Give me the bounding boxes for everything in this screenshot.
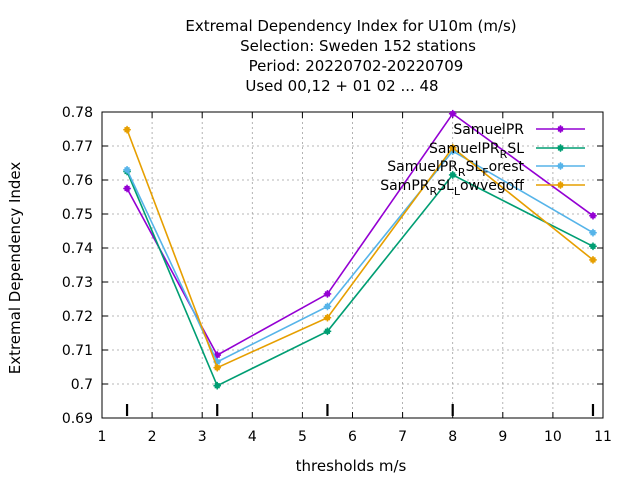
x-tick-label: 4	[248, 429, 257, 445]
series-SamPR_R_SL_owvegoff	[123, 125, 597, 372]
y-tick-label: 0.77	[62, 139, 93, 155]
x-tick-label: 8	[448, 429, 457, 445]
x-tick-label: 9	[498, 429, 507, 445]
legend-label: SamuelPRRSLForest	[387, 159, 524, 179]
y-axis-label: Extremal Dependency Index	[6, 162, 24, 375]
grid	[102, 112, 603, 418]
x-tick-label: 2	[148, 429, 157, 445]
x-tick-label: 7	[398, 429, 407, 445]
x-tick-label: 11	[594, 429, 612, 445]
legend-entry: SamuelPRRSL	[429, 141, 585, 161]
y-tick-label: 0.71	[62, 343, 93, 359]
x-tick-label: 3	[198, 429, 207, 445]
y-tick-label: 0.74	[62, 241, 93, 257]
y-tick-label: 0.78	[62, 105, 93, 121]
y-tick-label: 0.72	[62, 309, 93, 325]
chart-title: Extremal Dependency Index for U10m (m/s)…	[185, 17, 516, 95]
title-line-2: Selection: Sweden 152 stations	[240, 37, 476, 55]
x-tick-label: 5	[298, 429, 307, 445]
series-lines	[123, 109, 597, 390]
x-axis-label: thresholds m/s	[296, 457, 407, 475]
y-tick-label: 0.73	[62, 275, 93, 291]
legend-entry: SamuelPRRSLForest	[387, 159, 585, 179]
y-tick-label: 0.69	[62, 411, 93, 427]
title-line-3: Period: 20220702-20220709	[249, 57, 464, 75]
x-tick-label: 1	[98, 429, 107, 445]
x-tick-label: 6	[348, 429, 357, 445]
axis-ticks: 1 2 3 4 5 6 7 8 9 10 11 0.69 0.7 0.71 0.72 0.73 0.74 0.75…	[62, 105, 612, 445]
legend-label: SamuelPR	[453, 122, 524, 138]
x-tick-label: 10	[544, 429, 562, 445]
title-line-1: Extremal Dependency Index for U10m (m/s)	[185, 17, 516, 35]
legend-entry: SamPRRSLLowvegoff	[380, 178, 585, 198]
y-tick-label: 0.7	[71, 377, 93, 393]
legend-label: SamPRRSLLowvegoff	[380, 178, 524, 198]
y-tick-label: 0.76	[62, 173, 93, 189]
series-SamuelPR_R_SL	[123, 167, 597, 390]
legend: SamuelPR SamuelPRRSLSamuelPRRSLForestSamP…	[380, 122, 585, 198]
series-SamuelPR	[123, 109, 597, 359]
legend-label: SamuelPRRSL	[429, 141, 524, 161]
title-line-4: Used 00,12 + 01 02 ... 48	[245, 77, 438, 95]
threshold-marks	[125, 404, 595, 416]
legend-entry: SamuelPR	[453, 122, 585, 138]
y-tick-label: 0.75	[62, 207, 93, 223]
